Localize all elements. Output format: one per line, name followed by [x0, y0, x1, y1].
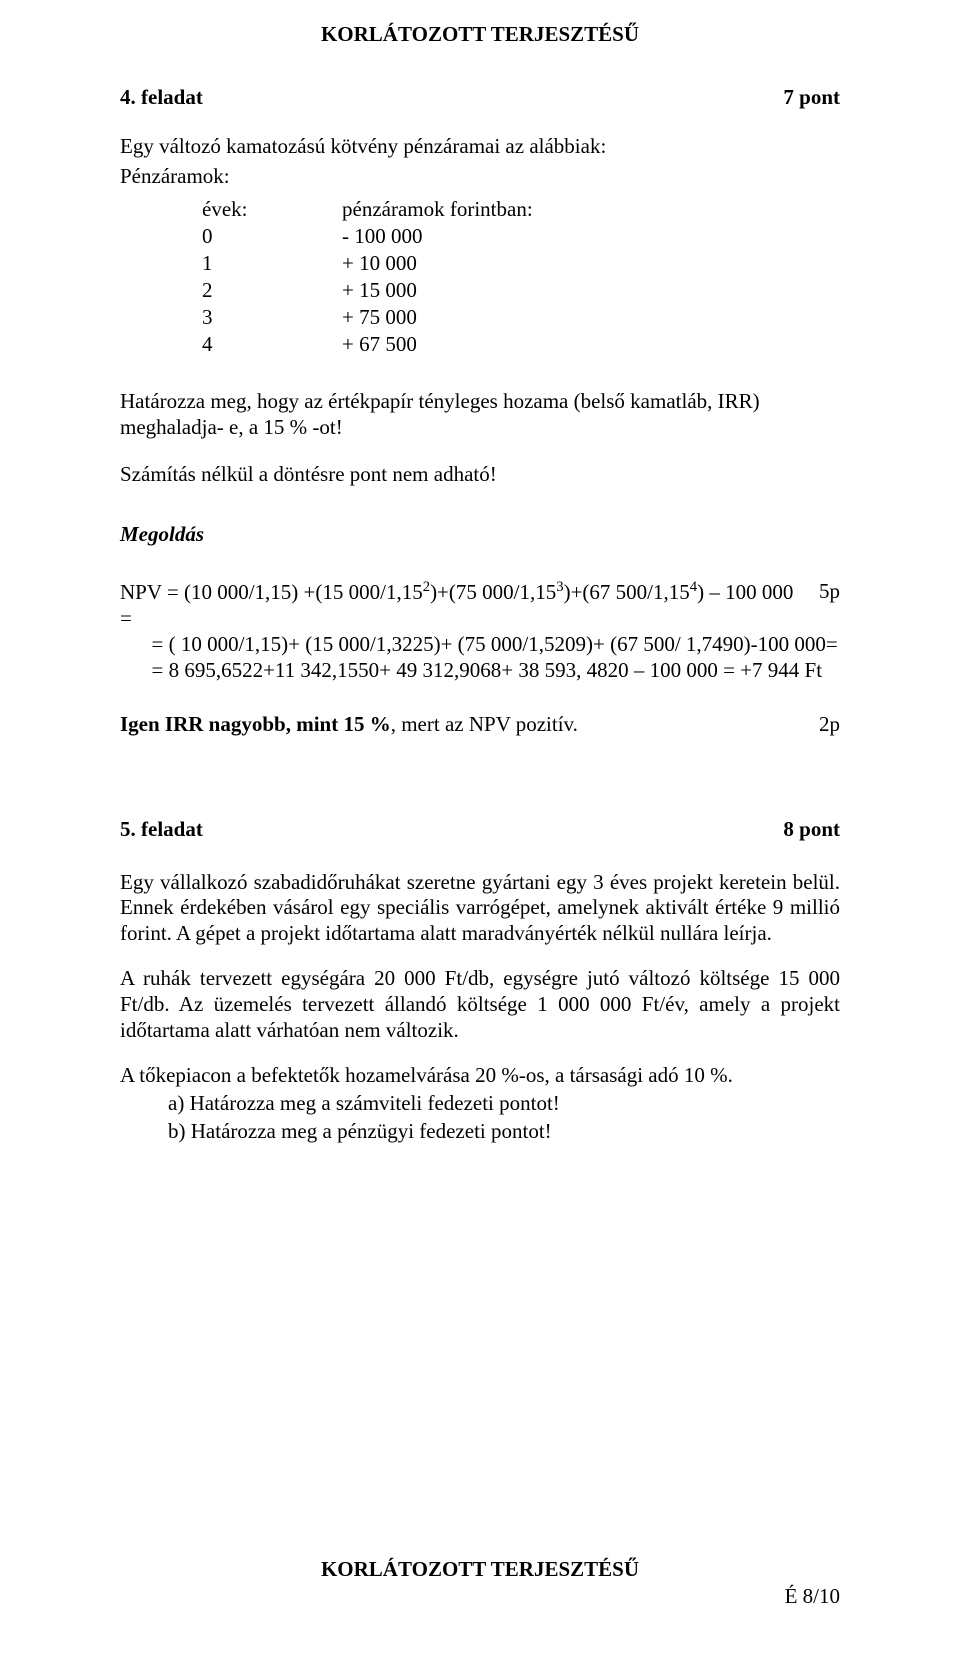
page-footer: KORLÁTOZOTT TERJESZTÉSŰ É 8/10 [120, 1557, 840, 1609]
table-row: 1+ 10 000 [202, 251, 620, 276]
task4-title: 4. feladat [120, 85, 203, 110]
igen-rest: , mert az NPV pozitív. [391, 712, 578, 736]
col-header-amounts: pénzáramok forintban: [342, 197, 620, 222]
task5-li-a: a) Határozza meg a számviteli fedezeti p… [168, 1091, 840, 1117]
npv-exp3: 3 [556, 579, 563, 595]
task5-header: 5. feladat 8 pont [120, 817, 840, 842]
npv-l1-c: )+(67 500/1,15 [564, 580, 690, 604]
npv-l1-a: NPV = (10 000/1,15) +(15 000/1,15 [120, 580, 423, 604]
table-row: 2+ 15 000 [202, 278, 620, 303]
task4-header: 4. feladat 7 pont [120, 85, 840, 110]
task5-li-b: b) Határozza meg a pénzügyi fedezeti pon… [168, 1119, 840, 1145]
table-row: 3+ 75 000 [202, 305, 620, 330]
cell-amount: + 67 500 [342, 332, 620, 357]
footer-classification: KORLÁTOZOTT TERJESZTÉSŰ [120, 1557, 840, 1582]
task5-p3: A tőkepiacon a befektetők hozamelvárása … [120, 1063, 840, 1089]
megoldas-heading: Megoldás [120, 522, 840, 548]
npv-line1-text: NPV = (10 000/1,15) +(15 000/1,152)+(75 … [120, 578, 807, 632]
npv-line2: = ( 10 000/1,15)+ (15 000/1,3225)+ (75 0… [120, 631, 840, 657]
npv-l1-b: )+(75 000/1,15 [430, 580, 556, 604]
igen-points: 2p [819, 712, 840, 737]
igen-bold: Igen IRR nagyobb, mint 15 % [120, 712, 391, 736]
task5-points: 8 pont [783, 817, 840, 842]
cell-year: 1 [202, 251, 340, 276]
npv-line3: = 8 695,6522+11 342,1550+ 49 312,9068+ 3… [120, 657, 840, 683]
cell-amount: - 100 000 [342, 224, 620, 249]
npv-exp4: 4 [690, 579, 697, 595]
document-page: KORLÁTOZOTT TERJESZTÉSŰ 4. feladat 7 pon… [0, 0, 960, 1653]
cell-year: 3 [202, 305, 340, 330]
igen-text: Igen IRR nagyobb, mint 15 %, mert az NPV… [120, 712, 578, 737]
cell-amount: + 10 000 [342, 251, 620, 276]
col-header-years: évek: [202, 197, 340, 222]
table-row: 4+ 67 500 [202, 332, 620, 357]
task5-p2: A ruhák tervezett egységára 20 000 Ft/db… [120, 966, 840, 1043]
task4-question: Határozza meg, hogy az értékpapír tényle… [120, 389, 840, 440]
task4-points: 7 pont [783, 85, 840, 110]
task5-p1: Egy vállalkozó szabadidőruhákat szeretne… [120, 870, 840, 947]
task4-intro1: Egy változó kamatozású kötvény pénzárama… [120, 134, 840, 160]
npv-exp2: 2 [423, 579, 430, 595]
cell-amount: + 75 000 [342, 305, 620, 330]
cashflow-table: évek: pénzáramok forintban: 0- 100 000 1… [200, 195, 622, 359]
task4-intro2: Pénzáramok: [120, 164, 840, 190]
table-row: 0- 100 000 [202, 224, 620, 249]
header-classification: KORLÁTOZOTT TERJESZTÉSŰ [120, 22, 840, 47]
cell-year: 4 [202, 332, 340, 357]
npv-block: NPV = (10 000/1,15) +(15 000/1,152)+(75 … [120, 578, 840, 684]
npv-line1-points: 5p [807, 578, 840, 632]
footer-page-number: É 8/10 [120, 1584, 840, 1609]
task5-list: a) Határozza meg a számviteli fedezeti p… [168, 1091, 840, 1144]
npv-line1: NPV = (10 000/1,15) +(15 000/1,152)+(75 … [120, 578, 840, 632]
cell-year: 2 [202, 278, 340, 303]
cell-amount: + 15 000 [342, 278, 620, 303]
task5-title: 5. feladat [120, 817, 203, 842]
igen-row: Igen IRR nagyobb, mint 15 %, mert az NPV… [120, 712, 840, 737]
cell-year: 0 [202, 224, 340, 249]
task4-note: Számítás nélkül a döntésre pont nem adha… [120, 462, 840, 488]
